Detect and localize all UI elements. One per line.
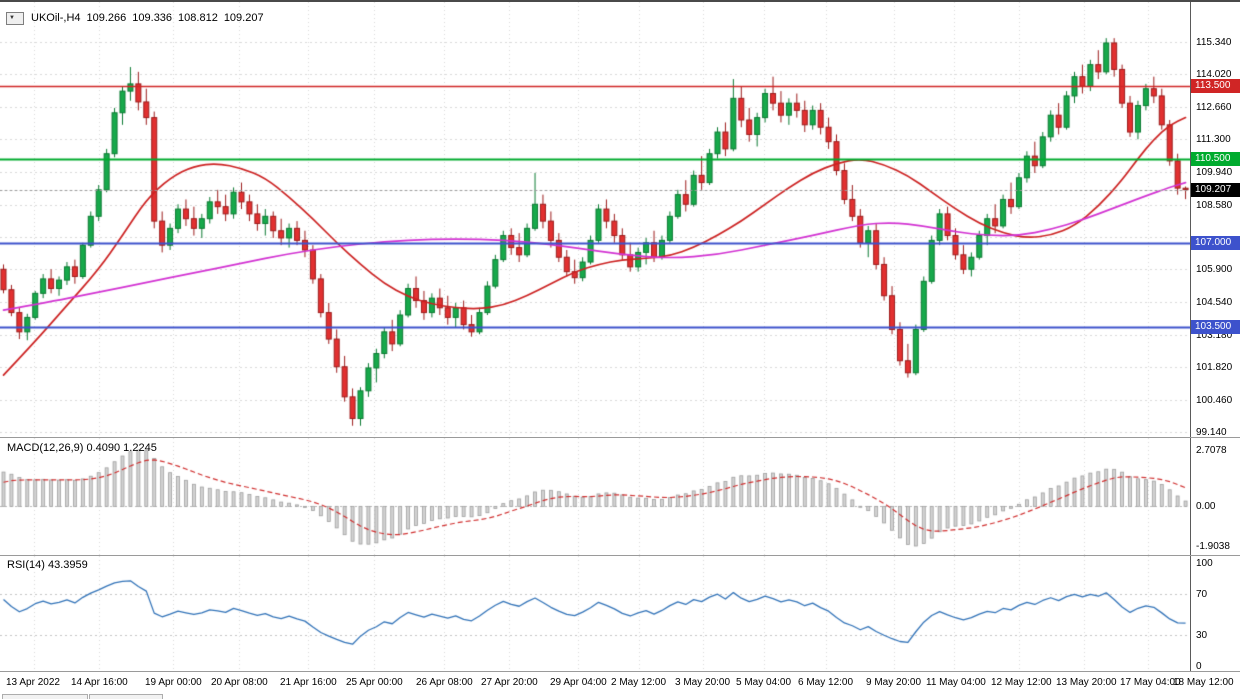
panel-separator-rsi-timeaxis [0, 671, 1240, 672]
price-axis-label: 109.940 [1196, 167, 1233, 178]
time-axis-label: 27 Apr 20:00 [481, 677, 538, 688]
time-axis-label: 20 Apr 08:00 [211, 677, 268, 688]
rsi-axis-label: 70 [1196, 589, 1208, 600]
price-level-badge: 113.500 [1191, 79, 1240, 93]
ohlc-low-value: 108.812 [178, 12, 218, 24]
time-axis-label: 12 May 12:00 [991, 677, 1052, 688]
price-axis-label: 108.580 [1196, 200, 1233, 211]
panel-separator-macd-rsi[interactable] [0, 555, 1240, 556]
time-axis[interactable]: 13 Apr 2022 14 Apr 16:00 19 Apr 00:00 20 Ap… [0, 672, 1240, 693]
time-axis-label: 19 Apr 00:00 [145, 677, 202, 688]
price-axis-label: 105.900 [1196, 264, 1233, 275]
chart-expander-button[interactable]: ▼ [6, 11, 24, 25]
time-axis-label: 6 May 12:00 [798, 677, 854, 688]
rsi-axis-label: 100 [1196, 558, 1213, 569]
price-axis-label: 112.660 [1196, 102, 1232, 113]
price-axis-label: 115.340 [1196, 37, 1232, 48]
price-axis-column[interactable]: 115.340 114.020 112.660 111.300 109.940 108.5… [1190, 2, 1240, 672]
price-axis-label: 99.140 [1196, 427, 1227, 438]
time-axis-label: 17 May 04:00 [1120, 677, 1181, 688]
macd-axis-label: -1.9038 [1196, 541, 1230, 552]
time-axis-label: 18 May 12:00 [1173, 677, 1234, 688]
price-level-badge: 103.500 [1191, 320, 1240, 334]
bottom-edge-tab[interactable] [2, 694, 88, 699]
time-axis-label: 21 Apr 16:00 [280, 677, 337, 688]
time-axis-label: 2 May 12:00 [611, 677, 667, 688]
rsi-axis-label: 0 [1196, 661, 1202, 672]
time-axis-label: 25 Apr 00:00 [346, 677, 403, 688]
current-price-badge: 109.207 [1191, 183, 1240, 197]
price-axis-label: 101.820 [1196, 362, 1233, 373]
ohlc-high-value: 109.336 [132, 12, 173, 24]
macd-axis-label: 0.00 [1196, 501, 1216, 512]
price-level-badge: 110.500 [1191, 152, 1240, 166]
macd-chart-canvas[interactable] [0, 438, 1190, 555]
price-chart-canvas[interactable] [0, 2, 1190, 437]
ohlc-open-value: 109.266 [86, 12, 127, 24]
rsi-axis-label: 30 [1196, 630, 1208, 641]
price-axis-label: 100.460 [1196, 395, 1233, 406]
rsi-indicator-label: RSI(14) 43.3959 [7, 559, 88, 571]
time-axis-label: 9 May 20:00 [866, 677, 922, 688]
price-axis-label: 114.020 [1196, 69, 1232, 80]
price-axis-label: 103.180 [1196, 330, 1233, 341]
macd-indicator-label: MACD(12,26,9) 0.4090 1.2245 [7, 442, 157, 454]
time-axis-label: 29 Apr 04:00 [550, 677, 607, 688]
symbol-timeframe-label: UKOil-,H4 [31, 12, 81, 24]
time-axis-label: 3 May 20:00 [675, 677, 731, 688]
time-axis-label: 14 Apr 16:00 [71, 677, 128, 688]
time-axis-label: 13 May 20:00 [1056, 677, 1117, 688]
chevron-down-icon: ▼ [9, 14, 15, 21]
rsi-chart-canvas[interactable] [0, 556, 1190, 671]
macd-axis-label: 2.7078 [1196, 445, 1227, 456]
time-axis-label: 13 Apr 2022 [6, 677, 60, 688]
symbol-ohlc-bar: ▼ UKOil-,H4 109.266 109.336 108.812 109.… [6, 11, 270, 25]
price-axis-label: 111.300 [1196, 134, 1231, 145]
bottom-edge-tab[interactable] [89, 694, 163, 699]
ohlc-close-value: 109.207 [223, 12, 264, 24]
window-bottom-edge [0, 693, 1240, 699]
panel-separator-price-macd[interactable] [0, 437, 1240, 438]
price-axis-label: 104.540 [1196, 297, 1233, 308]
time-axis-label: 26 Apr 08:00 [416, 677, 473, 688]
price-level-badge: 107.000 [1191, 236, 1240, 250]
time-axis-label: 11 May 04:00 [926, 677, 986, 688]
time-axis-label: 5 May 04:00 [736, 677, 792, 688]
